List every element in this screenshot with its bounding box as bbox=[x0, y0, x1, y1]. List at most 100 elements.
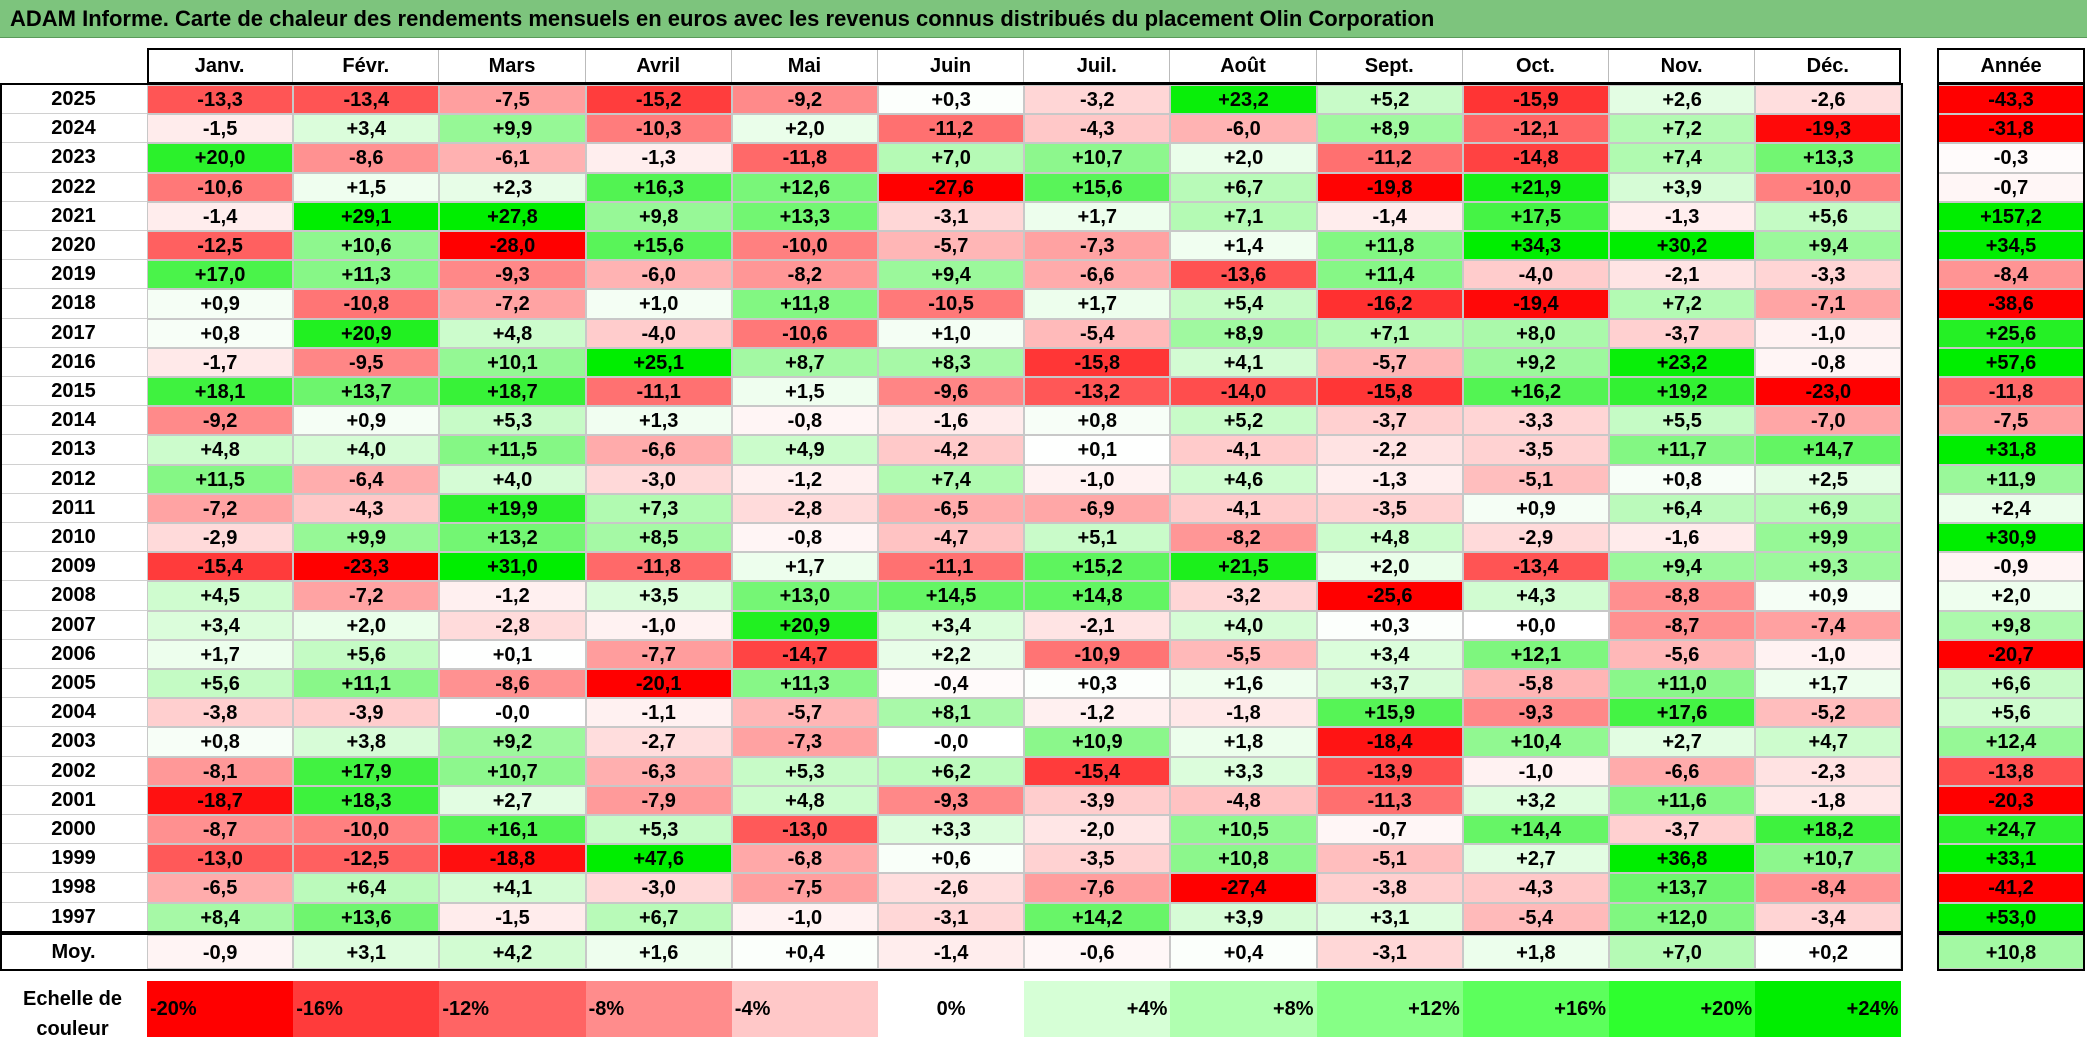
annual-cell: +25,6 bbox=[1938, 318, 2084, 348]
year-label: 2000 bbox=[0, 815, 147, 845]
heatmap-cell: +29,1 bbox=[293, 201, 440, 231]
heatmap-cell: +8,0 bbox=[1462, 318, 1609, 348]
heatmap-cell: -3,5 bbox=[1024, 844, 1171, 874]
heatmap-cell: +10,7 bbox=[1024, 143, 1171, 173]
scale-swatch: +24% bbox=[1755, 980, 1902, 1037]
year-label: 2016 bbox=[0, 348, 147, 377]
heatmap-cell: +14,8 bbox=[1024, 581, 1171, 611]
heatmap-cell: -2,6 bbox=[1755, 85, 1902, 115]
heatmap-cell: +5,6 bbox=[147, 669, 294, 699]
heatmap-cell: +10,9 bbox=[1024, 727, 1171, 757]
year-label: 2014 bbox=[0, 406, 147, 436]
heatmap-cell: -8,2 bbox=[731, 260, 878, 290]
heatmap-cell: +9,9 bbox=[293, 523, 440, 553]
year-label: 2010 bbox=[0, 523, 147, 553]
average-cell: +3,1 bbox=[293, 934, 440, 969]
heatmap-cell: +47,6 bbox=[585, 844, 732, 874]
heatmap-cell: +19,9 bbox=[439, 493, 586, 523]
heatmap-cell: +27,8 bbox=[439, 201, 586, 231]
heatmap-cell: +17,0 bbox=[147, 260, 294, 290]
heatmap-cell: +0,9 bbox=[1462, 493, 1609, 523]
heatmap-cell: +5,3 bbox=[731, 756, 878, 786]
heatmap-cell: -7,5 bbox=[439, 85, 586, 115]
heatmap-cell: -3,2 bbox=[1170, 581, 1317, 611]
heatmap-cell: +12,1 bbox=[1462, 639, 1609, 669]
heatmap-cell: +18,1 bbox=[147, 377, 294, 407]
heatmap-cell: -5,2 bbox=[1755, 698, 1902, 728]
annual-cell: +12,4 bbox=[1938, 727, 2084, 757]
year-label: 2018 bbox=[0, 289, 147, 319]
heatmap-cell: -9,2 bbox=[731, 85, 878, 115]
heatmap-cell: -7,2 bbox=[147, 493, 294, 523]
heatmap-cell: -3,0 bbox=[585, 873, 732, 903]
heatmap-cell: -15,4 bbox=[147, 552, 294, 582]
heatmap-cell: +5,6 bbox=[1755, 201, 1902, 231]
heatmap-cell: -11,3 bbox=[1316, 785, 1463, 815]
heatmap-cell: -4,2 bbox=[878, 435, 1025, 465]
heatmap-cell: -2,8 bbox=[439, 610, 586, 640]
heatmap-cell: +4,0 bbox=[1170, 610, 1317, 640]
annual-cell: -0,7 bbox=[1938, 172, 2084, 202]
heatmap-cell: -27,6 bbox=[878, 172, 1025, 202]
year-label: 2017 bbox=[0, 319, 147, 348]
scale-swatch: +8% bbox=[1170, 980, 1317, 1037]
year-label: 2001 bbox=[0, 786, 147, 815]
annual-cell: +31,8 bbox=[1938, 435, 2084, 465]
month-header: Janv. bbox=[147, 49, 294, 83]
average-cell: -1,4 bbox=[878, 934, 1025, 969]
heatmap-cell: +0,3 bbox=[1316, 610, 1463, 640]
heatmap-cell: +14,4 bbox=[1462, 815, 1609, 845]
heatmap-cell: -2,9 bbox=[1462, 523, 1609, 553]
heatmap-cell: -9,5 bbox=[293, 347, 440, 377]
heatmap-cell: -8,1 bbox=[147, 756, 294, 786]
heatmap-cell: -1,3 bbox=[1316, 464, 1463, 494]
month-header: Sept. bbox=[1317, 49, 1463, 83]
report-title: ADAM Informe. Carte de chaleur des rende… bbox=[0, 0, 2087, 38]
heatmap-cell: +21,9 bbox=[1462, 172, 1609, 202]
heatmap-cell: -1,6 bbox=[1609, 523, 1756, 553]
heatmap-cell: +2,7 bbox=[1609, 727, 1756, 757]
heatmap-cell: +17,9 bbox=[293, 756, 440, 786]
heatmap-cell: +0,0 bbox=[1462, 610, 1609, 640]
heatmap-cell: -1,2 bbox=[731, 464, 878, 494]
heatmap-cell: +2,2 bbox=[878, 639, 1025, 669]
scale-label-line1: Echelle de bbox=[23, 987, 122, 1010]
scale-swatch: +4% bbox=[1024, 980, 1171, 1037]
heatmap-cell: -16,2 bbox=[1316, 289, 1463, 319]
annual-cell: +24,7 bbox=[1938, 815, 2084, 845]
heatmap-cell: -6,4 bbox=[293, 464, 440, 494]
heatmap-cell: -6,5 bbox=[878, 493, 1025, 523]
heatmap-cell: +34,3 bbox=[1462, 231, 1609, 261]
heatmap-cell: -11,1 bbox=[585, 377, 732, 407]
heatmap-cell: -5,5 bbox=[1170, 639, 1317, 669]
heatmap-cell: +1,7 bbox=[1024, 201, 1171, 231]
heatmap-cell: -3,2 bbox=[1024, 85, 1171, 115]
heatmap-cell: +9,2 bbox=[439, 727, 586, 757]
heatmap-cell: -3,9 bbox=[1024, 785, 1171, 815]
heatmap-cell: -8,7 bbox=[147, 815, 294, 845]
heatmap-cell: +11,3 bbox=[293, 260, 440, 290]
heatmap-cell: +25,1 bbox=[585, 347, 732, 377]
heatmap-cell: -1,0 bbox=[1024, 464, 1171, 494]
heatmap-cell: -1,0 bbox=[1462, 756, 1609, 786]
heatmap-cell: +0,8 bbox=[147, 727, 294, 757]
year-label: 1998 bbox=[0, 873, 147, 903]
heatmap-cell: -6,0 bbox=[1170, 114, 1317, 144]
heatmap-cell: -3,3 bbox=[1755, 260, 1902, 290]
heatmap-cell: -6,3 bbox=[585, 756, 732, 786]
heatmap-cell: +5,5 bbox=[1609, 406, 1756, 436]
heatmap-cell: +11,6 bbox=[1609, 785, 1756, 815]
heatmap-cell: +4,7 bbox=[1755, 727, 1902, 757]
heatmap-cell: +2,7 bbox=[439, 785, 586, 815]
heatmap-cell: +1,5 bbox=[731, 377, 878, 407]
heatmap-cell: -1,8 bbox=[1755, 785, 1902, 815]
heatmap-cell: -4,3 bbox=[293, 493, 440, 523]
scale-swatch: +12% bbox=[1316, 980, 1463, 1037]
heatmap-cell: -11,1 bbox=[878, 552, 1025, 582]
heatmap-cell: +17,6 bbox=[1609, 698, 1756, 728]
heatmap-cell: +4,3 bbox=[1462, 581, 1609, 611]
heatmap-cell: -2,0 bbox=[1024, 815, 1171, 845]
average-cell: -0,9 bbox=[147, 934, 294, 969]
heatmap-cell: +10,5 bbox=[1170, 815, 1317, 845]
heatmap-cell: +6,7 bbox=[585, 902, 732, 932]
